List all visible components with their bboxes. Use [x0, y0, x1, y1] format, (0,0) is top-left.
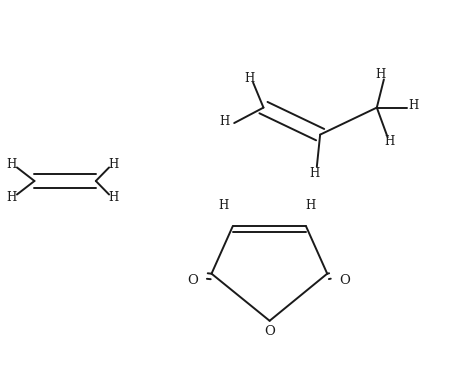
Text: H: H [218, 199, 228, 212]
Text: H: H [108, 191, 118, 204]
Text: H: H [309, 167, 319, 180]
Text: O: O [187, 274, 198, 287]
Text: H: H [244, 72, 255, 85]
Text: H: H [7, 191, 17, 204]
Text: H: H [384, 135, 395, 148]
Text: H: H [108, 158, 118, 171]
Text: H: H [7, 158, 17, 171]
Text: H: H [219, 115, 229, 128]
Text: H: H [408, 99, 418, 112]
Text: O: O [264, 325, 275, 338]
Text: H: H [375, 68, 386, 81]
Text: O: O [339, 274, 350, 287]
Text: H: H [305, 199, 316, 212]
